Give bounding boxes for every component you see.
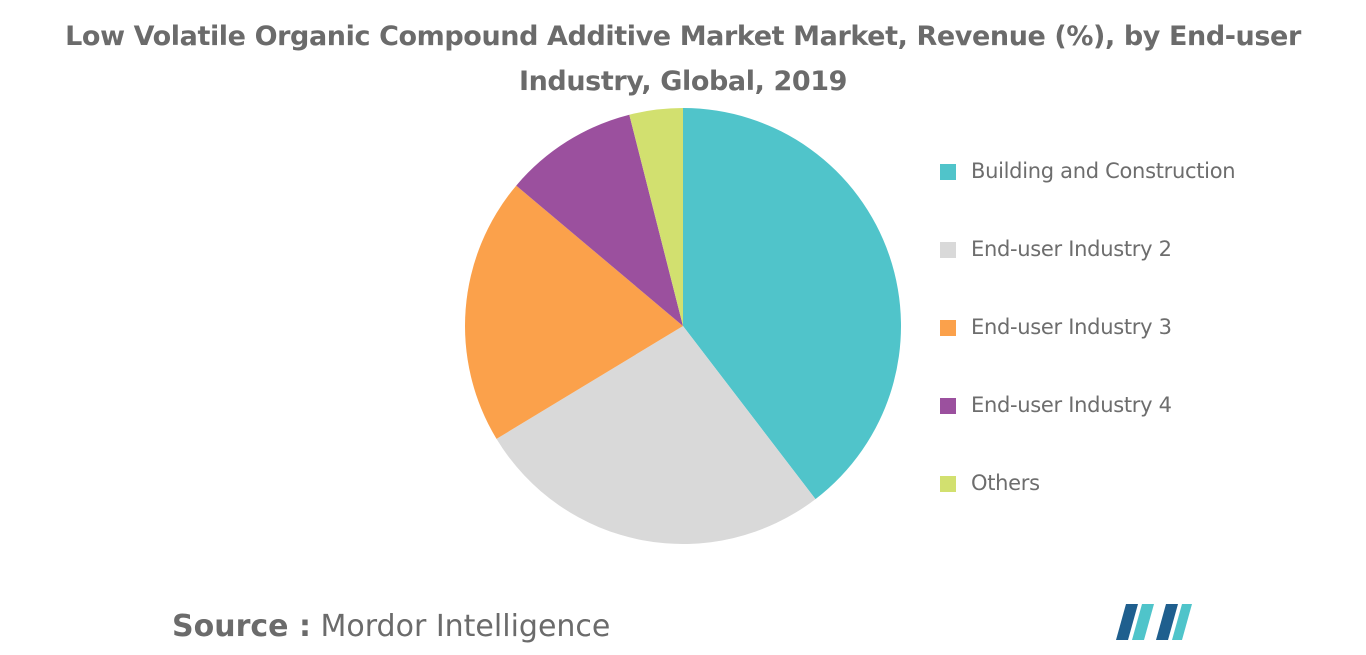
source-credit: Source : Mordor Intelligence bbox=[172, 606, 610, 648]
source-value: Mordor Intelligence bbox=[320, 609, 611, 644]
pie-slice-building-and-construction bbox=[683, 108, 902, 500]
pie-slice-end-user-industry-2 bbox=[496, 326, 816, 544]
chart-title: Low Volatile Organic Compound Additive M… bbox=[65, 21, 1301, 97]
legend-swatch bbox=[940, 242, 956, 258]
legend-label: End-user Industry 3 bbox=[971, 315, 1172, 339]
legend-swatch bbox=[940, 320, 956, 336]
mordor-intelligence-logo-icon bbox=[1116, 604, 1192, 640]
legend-swatch bbox=[940, 164, 956, 180]
legend-label: End-user Industry 2 bbox=[971, 237, 1172, 261]
legend-label: Others bbox=[971, 471, 1040, 495]
legend-swatch bbox=[940, 398, 956, 414]
legend-label: Building and Construction bbox=[971, 159, 1236, 183]
pie-chart bbox=[464, 108, 902, 544]
pie-slice-end-user-industry-3 bbox=[464, 185, 683, 439]
source-label: Source : bbox=[172, 609, 311, 644]
legend-swatch bbox=[940, 476, 956, 492]
pie-slice-others bbox=[629, 108, 683, 326]
legend-label: End-user Industry 4 bbox=[971, 393, 1172, 417]
pie-slice-end-user-industry-4 bbox=[516, 114, 683, 327]
